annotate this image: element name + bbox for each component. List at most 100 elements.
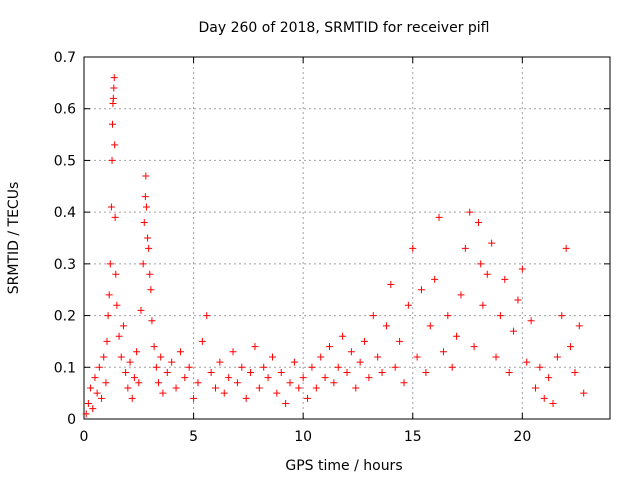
x-tick-label: 15 [404, 429, 422, 445]
data-point [277, 368, 285, 376]
data-point [435, 213, 443, 221]
data-point [575, 322, 583, 330]
data-point [220, 389, 228, 397]
data-point [148, 317, 156, 325]
data-point [111, 141, 119, 149]
data-point [290, 358, 298, 366]
data-point [229, 348, 237, 356]
plot-frame [83, 56, 611, 420]
data-point [540, 394, 548, 402]
data-point [126, 358, 134, 366]
data-point [260, 363, 268, 371]
data-point [268, 353, 276, 361]
data-point [111, 213, 119, 221]
data-point [312, 384, 320, 392]
data-point [159, 389, 167, 397]
data-point [216, 358, 224, 366]
data-point [84, 399, 92, 407]
data-point [105, 291, 113, 299]
data-point [304, 394, 312, 402]
data-point [571, 368, 579, 376]
data-point [510, 327, 518, 335]
data-point [124, 384, 132, 392]
tick-layer: 0 0.1 0.2 0.3 0.4 0.5 0.6 0.7 0 5 10 15 20 [54, 50, 610, 445]
data-point [527, 317, 535, 325]
data-point [98, 394, 106, 402]
data-point [176, 348, 184, 356]
y-tick-label: 0.7 [54, 50, 76, 66]
data-point [273, 389, 281, 397]
y-tick-label: 0.1 [54, 360, 76, 376]
data-point [110, 74, 118, 82]
data-point [130, 374, 138, 382]
data-point [146, 270, 154, 278]
data-point [93, 389, 101, 397]
data-point [457, 291, 465, 299]
data-point [282, 399, 290, 407]
data-point [295, 384, 303, 392]
data-point [155, 379, 163, 387]
data-point [251, 343, 259, 351]
data-point [382, 322, 390, 330]
y-axis-label: SRMTID / TECUs [6, 182, 22, 295]
data-point [163, 368, 171, 376]
data-point [255, 384, 263, 392]
data-point [404, 301, 412, 309]
data-point [492, 353, 500, 361]
data-point [225, 374, 233, 382]
data-point [439, 348, 447, 356]
data-point [496, 312, 504, 320]
data-point [536, 363, 544, 371]
x-tick-label: 0 [80, 429, 89, 445]
data-point [89, 405, 97, 413]
data-point [95, 363, 103, 371]
data-point [139, 260, 147, 268]
data-point [518, 265, 526, 273]
y-tick-label: 0 [67, 412, 76, 428]
data-point [133, 348, 141, 356]
y-tick-label: 0.5 [54, 153, 76, 169]
data-point [168, 358, 176, 366]
data-point [553, 353, 561, 361]
data-point [400, 379, 408, 387]
data-point [103, 337, 111, 345]
data-point [100, 353, 108, 361]
data-point [448, 363, 456, 371]
y-tick-label: 0.2 [54, 309, 76, 325]
data-point [523, 358, 531, 366]
data-point [501, 275, 509, 283]
data-point [194, 379, 202, 387]
data-point [580, 389, 588, 397]
data-point [238, 363, 246, 371]
data-layer [82, 74, 588, 418]
data-point [413, 353, 421, 361]
data-point [325, 343, 333, 351]
data-point [409, 244, 417, 252]
data-point [444, 312, 452, 320]
data-point [109, 94, 117, 102]
data-point [108, 120, 116, 128]
data-point [549, 399, 557, 407]
data-point [347, 348, 355, 356]
data-point [142, 172, 150, 180]
data-point [453, 332, 461, 340]
data-point [106, 260, 114, 268]
data-point [181, 374, 189, 382]
data-point [558, 312, 566, 320]
data-point [387, 281, 395, 289]
data-point [352, 384, 360, 392]
data-point [102, 379, 110, 387]
data-point [119, 322, 127, 330]
data-point [82, 410, 90, 418]
data-point [426, 322, 434, 330]
data-point [545, 374, 553, 382]
data-point [91, 374, 99, 382]
data-point [135, 379, 143, 387]
data-point [113, 301, 121, 309]
x-tick-label: 10 [294, 429, 312, 445]
data-point [190, 394, 198, 402]
data-point [422, 368, 430, 376]
data-point [144, 234, 152, 242]
data-point [172, 384, 180, 392]
data-point [461, 244, 469, 252]
